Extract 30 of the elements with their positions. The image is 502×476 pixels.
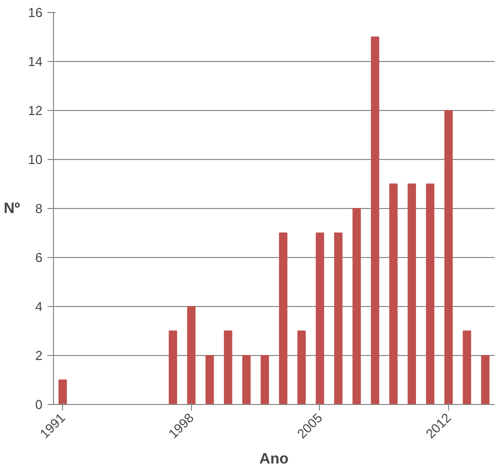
bar [334,232,342,404]
y-tick-label: 12 [28,103,43,118]
bar [279,232,288,404]
y-tick-label: 16 [28,5,43,20]
bar [187,306,196,404]
bar [224,330,232,404]
x-axis-title: Ano [259,450,289,468]
bar [370,36,380,404]
bar [58,380,67,404]
y-tick-label: 2 [35,348,43,363]
bar [316,232,324,404]
y-tick-label: 14 [28,54,43,69]
bar [352,208,361,404]
bar [260,355,269,404]
bar [408,184,416,404]
y-tick-label: 6 [35,250,43,265]
y-tick-label: 0 [35,397,43,412]
bar [168,330,178,404]
bar [297,330,306,404]
y-tick-label: 8 [35,201,43,216]
y-tick-label: 4 [35,299,43,314]
bar [242,355,251,404]
y-tick-label: 10 [28,152,43,167]
bar [206,355,214,404]
bar [426,184,434,404]
bar [481,355,490,404]
bar [389,184,398,404]
y-axis-title: Nº [4,200,21,217]
bar [444,110,453,404]
bar [462,330,472,404]
